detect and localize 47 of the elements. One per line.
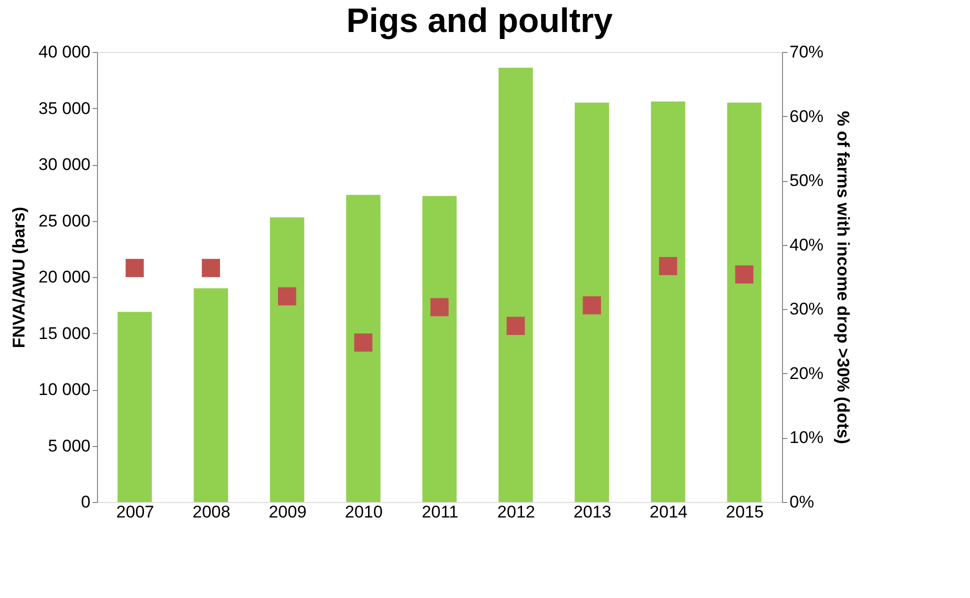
point — [735, 265, 754, 284]
point — [202, 258, 220, 278]
bar — [422, 196, 457, 502]
y2-axis-title: % of farms with income drop >30% (dots) — [834, 111, 853, 444]
y-tick-label: 35 000 — [38, 98, 90, 118]
bar — [118, 312, 152, 502]
y-tick-label: 15 000 — [38, 324, 90, 343]
y-tick-label: 40 000 — [38, 42, 90, 62]
y-tick-label: 20 000 — [38, 268, 90, 286]
point — [430, 298, 449, 316]
y-tick-label: 5 000 — [48, 436, 90, 456]
y2-tick-label: 60% — [790, 106, 824, 126]
y2-tick-label: 70% — [790, 42, 824, 62]
y2-tick-label: 30% — [790, 300, 824, 319]
y2-tick-label: 10% — [790, 428, 824, 448]
point — [659, 256, 678, 276]
x-tick-label: 2013 — [573, 502, 612, 522]
x-tick-label: 2009 — [268, 502, 307, 522]
x-tick-label: 2015 — [726, 502, 764, 522]
point — [354, 333, 372, 352]
bar — [346, 194, 380, 502]
x-tick-label: 2010 — [344, 502, 383, 522]
chart-title: Pigs and poultry — [346, 2, 613, 40]
y-axis-title: FNVA/AWU (bars) — [10, 206, 29, 348]
y-tick-label: 30 000 — [38, 155, 90, 174]
point — [506, 316, 525, 335]
bar — [498, 68, 533, 502]
y2-tick-label: 20% — [790, 364, 824, 383]
y-tick-label: 0 — [81, 492, 90, 512]
x-tick-label: 2012 — [497, 502, 536, 522]
y2-tick-label: 0% — [790, 492, 814, 512]
bar — [194, 288, 228, 502]
x-tick-label: 2007 — [116, 502, 154, 522]
x-tick-label: 2014 — [650, 502, 688, 522]
y-tick-label: 25 000 — [38, 211, 90, 230]
point — [278, 287, 296, 306]
y-tick-label: 10 000 — [38, 380, 90, 399]
x-tick-label: 2008 — [192, 502, 230, 522]
bar — [574, 102, 610, 502]
point — [582, 296, 601, 314]
y2-tick-label: 50% — [790, 171, 824, 190]
point — [126, 258, 144, 278]
bar — [270, 217, 304, 502]
bar — [727, 102, 762, 502]
y2-tick-label: 40% — [790, 235, 824, 254]
bar — [650, 102, 686, 502]
x-tick-label: 2011 — [422, 502, 458, 522]
